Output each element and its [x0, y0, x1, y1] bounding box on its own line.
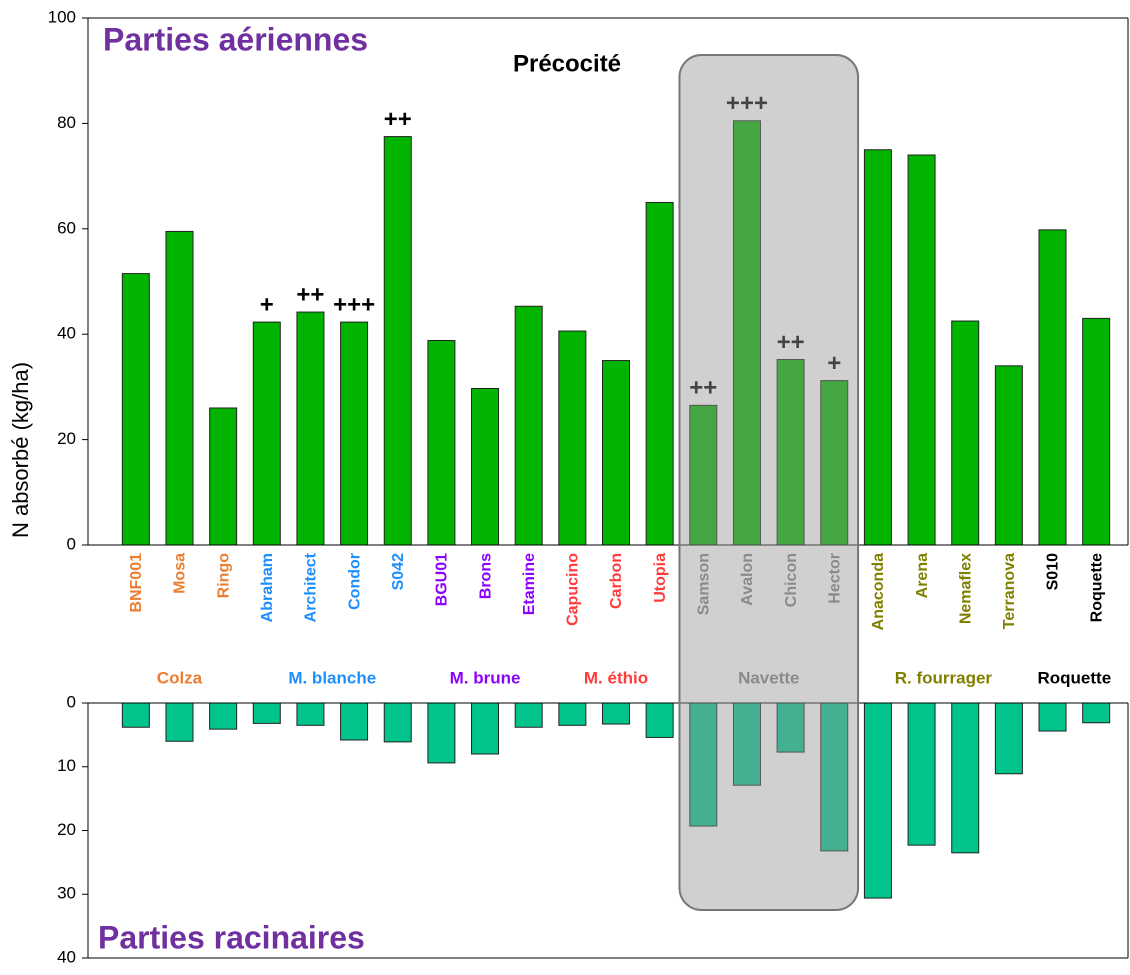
bar [210, 408, 237, 545]
bar [864, 703, 891, 898]
bar [384, 703, 411, 742]
bar [603, 361, 630, 545]
bar [1039, 703, 1066, 731]
bar [472, 388, 499, 545]
group-label: Roquette [1038, 668, 1112, 687]
bar [908, 703, 935, 845]
bar [297, 703, 324, 725]
bar [995, 366, 1022, 545]
bar [166, 231, 193, 545]
y-tick-label: 30 [57, 884, 76, 903]
x-tick-label: Arena [914, 553, 931, 598]
group-label: M. éthio [584, 668, 648, 687]
bar [559, 331, 586, 545]
bar [428, 341, 455, 545]
group-label: M. blanche [288, 668, 376, 687]
group-label: R. fourrager [895, 668, 993, 687]
bar [472, 703, 499, 754]
x-tick-label: Anaconda [870, 553, 887, 630]
bar [341, 322, 368, 545]
bar [952, 703, 979, 853]
x-tick-label: BNF001 [128, 553, 145, 613]
x-tick-label: Carbon [608, 553, 625, 609]
annotation: +++ [333, 291, 375, 318]
annotation: ++ [296, 281, 324, 308]
x-tick-label: Condor [346, 553, 363, 610]
bar [995, 703, 1022, 774]
bar [341, 703, 368, 740]
x-tick-label: Mosa [172, 553, 189, 594]
bar [559, 703, 586, 725]
y-tick-label: 20 [57, 429, 76, 448]
x-tick-label: Utopia [652, 553, 669, 603]
x-tick-label: Capucino [565, 553, 582, 626]
annotation: ++ [384, 106, 412, 133]
bar [646, 703, 673, 737]
bar [952, 321, 979, 545]
bar [253, 322, 280, 545]
y-tick-label: 20 [57, 820, 76, 839]
y-tick-label: 80 [57, 113, 76, 132]
bar [384, 137, 411, 545]
bar [603, 703, 630, 724]
bar [864, 150, 891, 545]
y-tick-label: 60 [57, 218, 76, 237]
x-tick-label: S010 [1045, 553, 1062, 590]
y-tick-label: 40 [57, 947, 76, 966]
bar [122, 703, 149, 727]
group-label: M. brune [450, 668, 521, 687]
bar [166, 703, 193, 741]
bar [908, 155, 935, 545]
bar [515, 703, 542, 727]
annotation: + [260, 291, 274, 318]
bar [1083, 318, 1110, 545]
y-axis-label: N absorbé (kg/ha) [8, 362, 33, 538]
bar [646, 202, 673, 545]
x-tick-label: BGU01 [434, 553, 451, 606]
x-tick-label: Terranova [1001, 553, 1018, 629]
y-tick-label: 100 [48, 7, 76, 26]
x-tick-label: Brons [477, 553, 494, 599]
panel-title: Parties racinaires [98, 919, 365, 955]
x-tick-label: Roquette [1088, 553, 1105, 622]
x-tick-label: Nemaflex [957, 553, 974, 624]
group-label: Colza [157, 668, 203, 687]
highlight-box [679, 55, 858, 910]
bar [1083, 703, 1110, 723]
x-tick-label: Architect [303, 552, 320, 622]
x-tick-label: Etamine [521, 553, 538, 615]
chart-title: Précocité [513, 50, 621, 77]
bar [253, 703, 280, 723]
panel-title: Parties aériennes [103, 21, 368, 57]
bar [297, 312, 324, 545]
bar [1039, 230, 1066, 545]
y-tick-label: 0 [67, 692, 76, 711]
bar [210, 703, 237, 729]
bar [515, 306, 542, 545]
x-tick-label: Ringo [215, 553, 232, 599]
y-tick-label: 40 [57, 324, 76, 343]
y-tick-label: 0 [67, 534, 76, 553]
bar [428, 703, 455, 763]
x-tick-label: Abraham [259, 553, 276, 622]
x-tick-label: S042 [390, 553, 407, 590]
y-tick-label: 10 [57, 756, 76, 775]
bar [122, 274, 149, 545]
chart: Précocité N absorbé (kg/ha) 020406080100… [0, 0, 1130, 970]
